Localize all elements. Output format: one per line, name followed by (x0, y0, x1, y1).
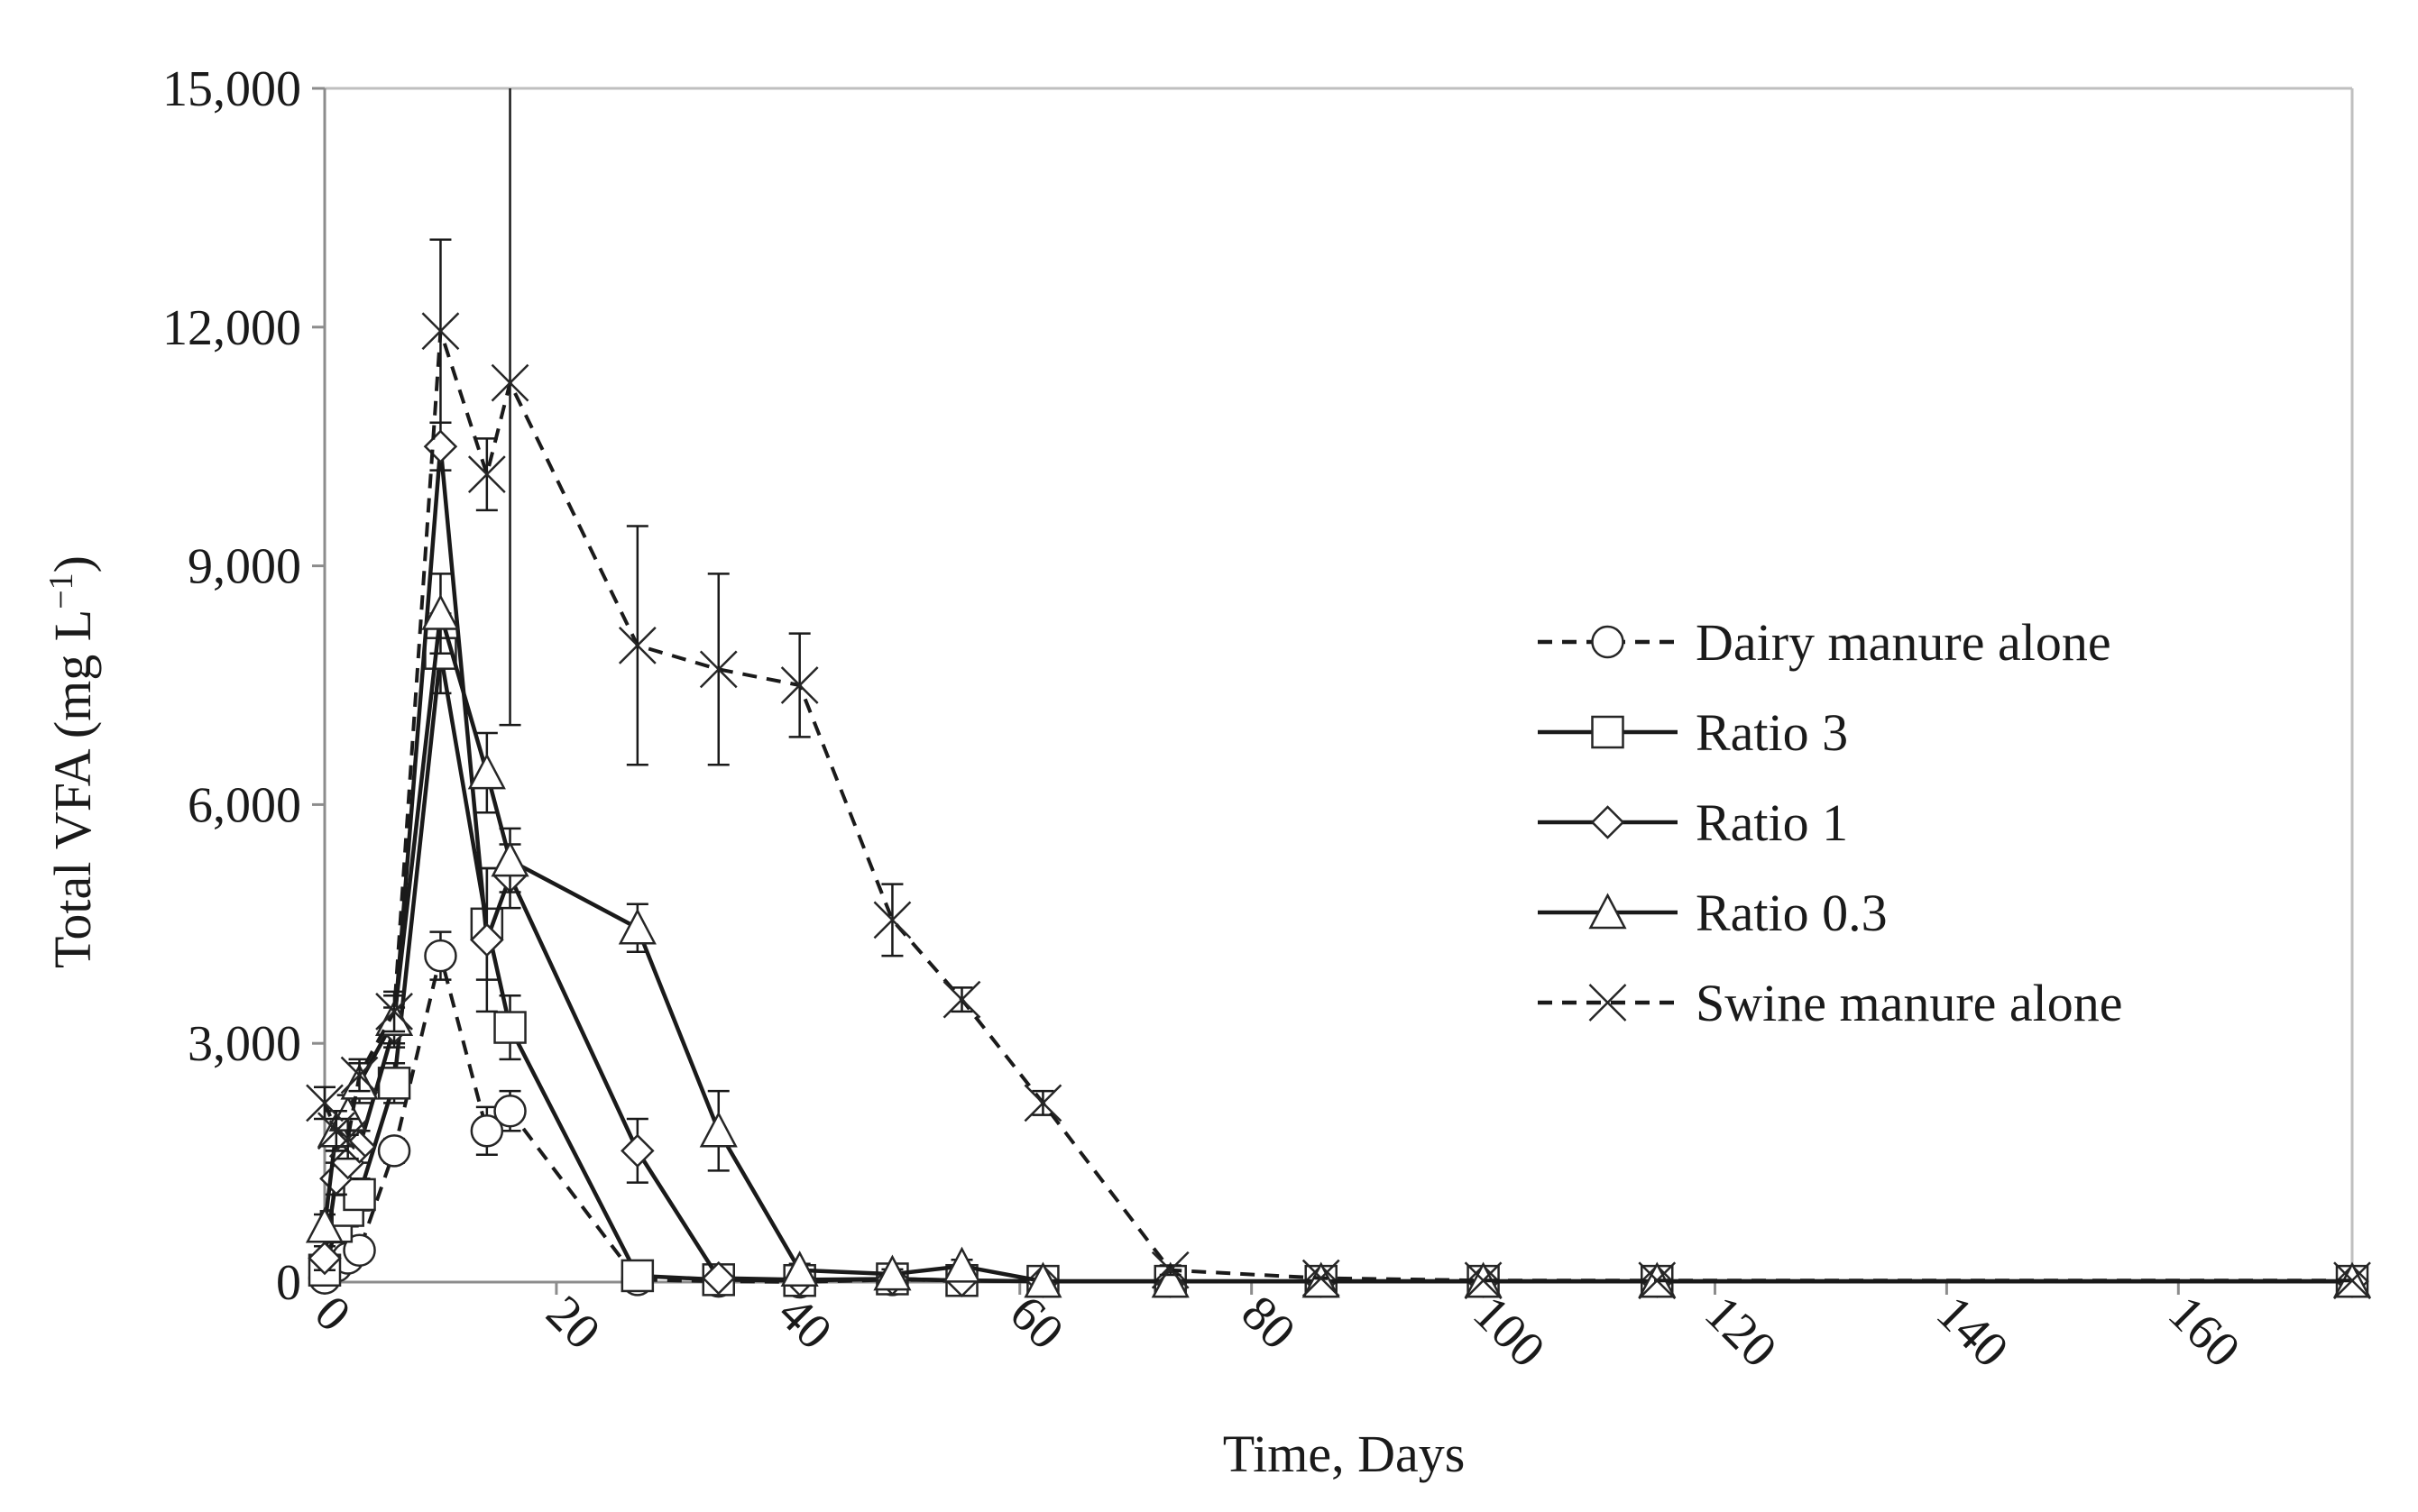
y-axis-title: Total VFA (mg L−1) (42, 555, 102, 968)
data-point (491, 363, 529, 402)
data-point (1301, 1259, 1340, 1297)
data-point (1464, 1261, 1503, 1300)
series-swine-manure-alone (306, 88, 2371, 1300)
legend-label: Ratio 0.3 (1696, 884, 1888, 942)
marker-x-stroke (942, 980, 981, 1019)
data-point (470, 922, 504, 958)
marker-x-stroke (340, 1056, 379, 1095)
data-point (308, 1241, 342, 1276)
data-point (305, 1206, 345, 1243)
data-point (1638, 1261, 1677, 1300)
marker-x-stroke (1588, 984, 1627, 1022)
data-point (343, 1178, 376, 1212)
y-axis-title-superscript: −1 (42, 573, 80, 609)
marker-x-stroke (780, 666, 819, 704)
marker-x-stroke (421, 312, 460, 351)
marker-x-stroke (873, 901, 912, 939)
series-layer (305, 88, 2372, 1300)
data-point (340, 1056, 379, 1095)
marker-x-stroke (2333, 1261, 2371, 1300)
data-point (1024, 1261, 1062, 1298)
data-point (467, 455, 506, 493)
data-point (491, 840, 529, 877)
data-point (377, 1067, 411, 1100)
marker-x-stroke (1151, 1251, 1190, 1289)
data-point (317, 1112, 355, 1150)
marker-x-stroke (618, 626, 657, 664)
y-tick-label: 0 (276, 1255, 301, 1311)
y-tick-label: 12,000 (162, 300, 301, 356)
legend-marker (1588, 893, 1627, 930)
data-point (2333, 1261, 2371, 1300)
legend-marker (1590, 805, 1625, 839)
data-point (618, 908, 657, 945)
data-point (328, 1120, 367, 1159)
data-point (470, 1114, 504, 1148)
data-point (701, 1260, 736, 1296)
data-point (421, 312, 460, 351)
data-point (1024, 1084, 1062, 1123)
legend-marker (1588, 984, 1627, 1022)
data-point (493, 1094, 527, 1128)
legend-marker (1591, 715, 1624, 749)
legend: Dairy manure alone Ratio 3 Ratio 1 Ratio 0.… (1538, 613, 2123, 1032)
marker-x-stroke (328, 1120, 367, 1159)
y-tick-label: 3,000 (188, 1016, 301, 1072)
data-point (618, 626, 657, 664)
data-point (780, 1251, 819, 1287)
marker-x-stroke (306, 1084, 344, 1123)
data-point (942, 980, 981, 1019)
legend-label: Dairy manure alone (1696, 613, 2111, 672)
marker-x-stroke (1024, 1084, 1062, 1123)
data-point (942, 1246, 981, 1283)
data-point (424, 939, 457, 973)
legend-item: Ratio 0.3 (1538, 884, 1888, 942)
marker-x-stroke (1638, 1261, 1677, 1300)
legend-label: Swine manure alone (1696, 974, 2123, 1032)
y-axis-title-close: ) (43, 555, 102, 573)
legend-label: Ratio 3 (1696, 703, 1848, 762)
data-point (699, 650, 738, 689)
data-point (493, 1011, 527, 1044)
data-point (377, 1134, 411, 1168)
marker-x-stroke (699, 650, 738, 689)
data-point (306, 1084, 344, 1123)
legend-item: Swine manure alone (1538, 974, 2123, 1032)
data-point (1151, 1261, 1190, 1298)
data-point (873, 901, 912, 939)
marker-x-stroke (1464, 1261, 1503, 1300)
marker-x-stroke (375, 993, 413, 1031)
data-point (467, 753, 506, 790)
data-point (1301, 1261, 1340, 1298)
data-point (375, 993, 413, 1031)
legend-item: Ratio 3 (1538, 703, 1848, 762)
data-point (1151, 1251, 1190, 1289)
y-tick-label: 9,000 (188, 539, 301, 595)
marker-x-stroke (467, 455, 506, 493)
legend-item: Dairy manure alone (1538, 613, 2111, 672)
y-axis-title-main: Total VFA (mg L (43, 609, 102, 968)
data-point (421, 593, 460, 630)
marker-x-stroke (1301, 1259, 1340, 1297)
data-point (873, 1254, 912, 1291)
data-point (621, 1133, 655, 1168)
x-axis-title: Time, Days (1223, 1425, 1466, 1483)
marker-x-stroke (491, 363, 529, 402)
legend-label: Ratio 1 (1696, 793, 1848, 852)
marker-x-stroke (317, 1112, 355, 1150)
data-point (780, 666, 819, 704)
data-point (699, 1111, 738, 1148)
y-tick-label: 15,000 (162, 61, 301, 117)
y-tick-label: 6,000 (188, 777, 301, 833)
y-axis: 0 3,000 6,000 9,000 12,000 15,000 (162, 61, 325, 1311)
legend-item: Ratio 1 (1538, 793, 1848, 852)
legend-marker (1591, 625, 1624, 659)
data-point (621, 1259, 655, 1293)
